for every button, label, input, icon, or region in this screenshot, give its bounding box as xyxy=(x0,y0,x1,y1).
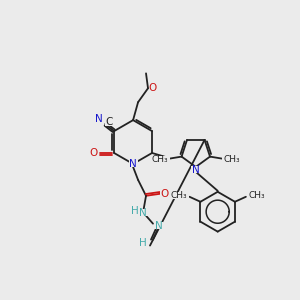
Bar xyxy=(169,192,188,199)
Text: H: H xyxy=(139,238,147,248)
Bar xyxy=(131,207,139,214)
Bar xyxy=(150,156,169,163)
Bar xyxy=(148,85,158,92)
Text: H: H xyxy=(131,206,139,216)
Text: CH₃: CH₃ xyxy=(248,191,265,200)
Bar xyxy=(160,190,169,197)
Text: O: O xyxy=(149,83,157,93)
Bar xyxy=(129,160,138,167)
Bar xyxy=(222,156,242,163)
Text: N: N xyxy=(139,208,147,218)
Text: N: N xyxy=(95,114,103,124)
Text: CH₃: CH₃ xyxy=(224,155,240,164)
Text: CH₃: CH₃ xyxy=(170,191,187,200)
Text: N: N xyxy=(129,159,137,169)
Bar xyxy=(89,149,98,157)
Text: N: N xyxy=(155,220,163,231)
Bar xyxy=(191,167,200,173)
Text: O: O xyxy=(89,148,97,158)
Bar xyxy=(139,209,148,216)
Bar xyxy=(154,222,164,229)
Text: C: C xyxy=(105,117,113,127)
Bar xyxy=(247,192,267,199)
Text: N: N xyxy=(192,165,200,175)
Bar xyxy=(95,116,104,123)
Bar xyxy=(105,118,114,126)
Text: CH₃: CH₃ xyxy=(152,155,168,164)
Bar xyxy=(139,239,147,246)
Text: O: O xyxy=(161,189,169,199)
